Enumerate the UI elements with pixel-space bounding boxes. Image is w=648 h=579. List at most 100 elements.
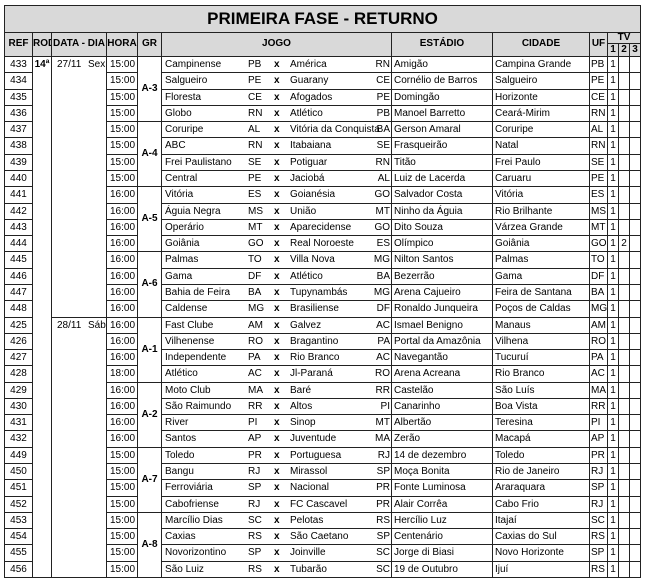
away-team: Villa Nova xyxy=(290,254,335,266)
away-team: Tubarão xyxy=(290,563,327,575)
home-uf: MS xyxy=(248,205,263,217)
date-cell: 27/11 Sex xyxy=(52,57,107,318)
versus: x xyxy=(274,400,280,412)
tv-cell: 1 xyxy=(608,203,619,220)
header-estadio: ESTÁDIO xyxy=(392,33,493,57)
hora: 15:00 xyxy=(107,105,138,123)
ref: 447 xyxy=(5,284,33,302)
versus: x xyxy=(274,482,280,494)
hora: 16:00 xyxy=(107,252,138,269)
tv-cell xyxy=(630,398,641,416)
tv-cell xyxy=(619,301,630,318)
tv-cell xyxy=(619,496,630,513)
stadium: Titão xyxy=(392,154,493,171)
versus: x xyxy=(274,286,280,298)
header-ref: REF xyxy=(5,33,33,57)
home-team: Vitória xyxy=(165,189,194,201)
tv-cell: 1 xyxy=(608,529,619,546)
home-uf: SP xyxy=(248,482,262,494)
uf: RJ xyxy=(590,464,608,481)
tv-cell xyxy=(619,57,630,74)
away-team: Goianésia xyxy=(290,189,336,201)
ref: 435 xyxy=(5,89,33,106)
tv-cell xyxy=(619,561,630,578)
versus: x xyxy=(274,189,280,201)
away-team: Bragantino xyxy=(290,335,339,347)
home-uf: RR xyxy=(248,400,263,412)
uf: PI xyxy=(590,415,608,432)
away-team: Altos xyxy=(290,400,313,412)
home-team: Águia Negra xyxy=(165,205,221,217)
home-uf: MG xyxy=(248,303,265,315)
versus: x xyxy=(274,498,280,510)
home-team: River xyxy=(165,417,189,429)
away-team: Real Noroeste xyxy=(290,238,354,250)
stadium: Olímpico xyxy=(392,236,493,253)
uf: AM xyxy=(590,317,608,334)
tv-cell xyxy=(630,301,641,318)
ref: 426 xyxy=(5,333,33,351)
tv-cell: 1 xyxy=(608,317,619,334)
header-gr: GR xyxy=(138,33,162,57)
hora: 16:00 xyxy=(107,415,138,432)
stadium: Frasqueirão xyxy=(392,138,493,155)
stadium: Castelão xyxy=(392,382,493,399)
city: Gama xyxy=(493,268,590,285)
away-team: Afogados xyxy=(290,91,333,103)
hora: 15:00 xyxy=(107,545,138,562)
hora: 16:00 xyxy=(107,382,138,399)
home-team: Toledo xyxy=(165,449,195,461)
ref: 429 xyxy=(5,382,33,399)
header-tv-col: 2 xyxy=(619,44,630,57)
away-team: Jaciobá xyxy=(290,172,325,184)
city: Ijuí xyxy=(493,561,590,578)
home-team: Floresta xyxy=(165,91,202,103)
uf: DF xyxy=(590,268,608,285)
versus: x xyxy=(274,124,280,136)
home-team: ABC xyxy=(165,140,186,152)
ref: 438 xyxy=(5,138,33,155)
versus: x xyxy=(274,352,280,364)
uf: RO xyxy=(590,333,608,351)
tv-cell xyxy=(619,350,630,367)
tv-cell xyxy=(619,464,630,481)
uf: PE xyxy=(590,73,608,90)
hora: 15:00 xyxy=(107,496,138,513)
group-cell: A-5 xyxy=(138,187,162,253)
stadium: Arena Acreana xyxy=(392,366,493,383)
versus: x xyxy=(274,319,280,331)
home-team: Novorizontino xyxy=(165,547,227,559)
away-uf: MT xyxy=(375,205,390,217)
away-uf: PB xyxy=(376,107,390,119)
tv-cell: 1 xyxy=(608,105,619,123)
away-uf: AC xyxy=(376,319,390,331)
match-cell: São Raimundo RR x Altos PI xyxy=(162,398,392,416)
date: 28/11 xyxy=(57,319,82,331)
ref: 445 xyxy=(5,252,33,269)
tv-cell xyxy=(619,398,630,416)
home-team: Coruripe xyxy=(165,124,204,136)
away-team: Aparecidense xyxy=(290,221,352,233)
match-cell: São Luiz RS x Tubarão SC xyxy=(162,561,392,578)
tv-cell xyxy=(619,268,630,285)
hora: 18:00 xyxy=(107,366,138,383)
stadium: Arena Cajueiro xyxy=(392,284,493,302)
tv-cell xyxy=(619,431,630,448)
tv-cell xyxy=(619,317,630,334)
uf: SE xyxy=(590,154,608,171)
match-cell: Globo RN x Atlético PB xyxy=(162,105,392,123)
stadium: Zerão xyxy=(392,431,493,448)
hora: 16:00 xyxy=(107,398,138,416)
header-tv-col: 1 xyxy=(608,44,619,57)
uf: AP xyxy=(590,431,608,448)
uf: GO xyxy=(590,236,608,253)
ref: 440 xyxy=(5,170,33,188)
versus: x xyxy=(274,238,280,250)
hora: 15:00 xyxy=(107,170,138,188)
city: Boa Vista xyxy=(493,398,590,416)
city: Caruaru xyxy=(493,170,590,188)
hora: 15:00 xyxy=(107,529,138,546)
tv-cell xyxy=(619,154,630,171)
away-uf: SP xyxy=(376,466,390,478)
tv-cell: 1 xyxy=(608,333,619,351)
